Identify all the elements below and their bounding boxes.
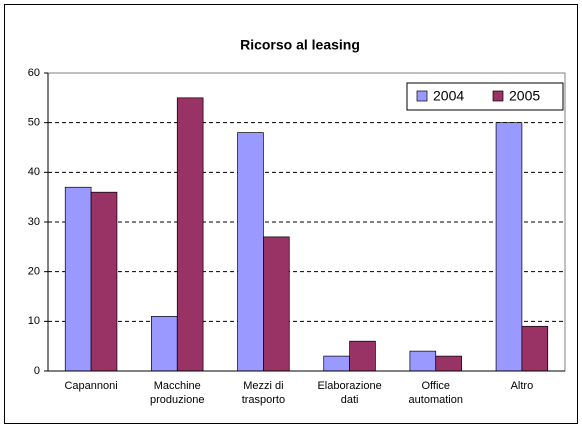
bar xyxy=(176,97,204,372)
bar xyxy=(409,350,437,372)
bar xyxy=(237,132,264,372)
bar xyxy=(495,122,523,372)
x-tick-label: Capannoni xyxy=(64,380,118,392)
y-tick-label: 30 xyxy=(28,216,40,228)
y-tick-label: 0 xyxy=(34,365,40,377)
x-tick-label: Macchine produzione xyxy=(150,380,205,406)
bar xyxy=(64,186,92,372)
x-tick-label: Elaborazione dati xyxy=(317,380,382,406)
bar xyxy=(349,340,376,372)
bar xyxy=(90,191,118,372)
y-tick-label: 10 xyxy=(28,315,40,327)
bar xyxy=(263,236,290,372)
chart-title: Ricorso al leasing xyxy=(240,37,360,53)
legend-swatch xyxy=(416,90,428,102)
bar xyxy=(521,325,549,372)
bar xyxy=(435,355,462,372)
x-tick-label: Office automation xyxy=(408,380,463,406)
y-tick-label: 60 xyxy=(28,67,40,79)
legend-label: 2005 xyxy=(509,88,540,104)
legend-box xyxy=(406,82,564,111)
y-tick-label: 20 xyxy=(28,266,40,278)
bar xyxy=(323,355,350,372)
x-tick-label: Altro xyxy=(510,380,534,392)
y-tick-label: 50 xyxy=(28,117,40,129)
legend-swatch xyxy=(492,90,504,102)
y-tick-label: 40 xyxy=(28,166,40,178)
legend-label: 2004 xyxy=(433,88,464,104)
x-tick-label: Mezzi di trasporto xyxy=(241,380,286,406)
bar xyxy=(151,316,178,372)
